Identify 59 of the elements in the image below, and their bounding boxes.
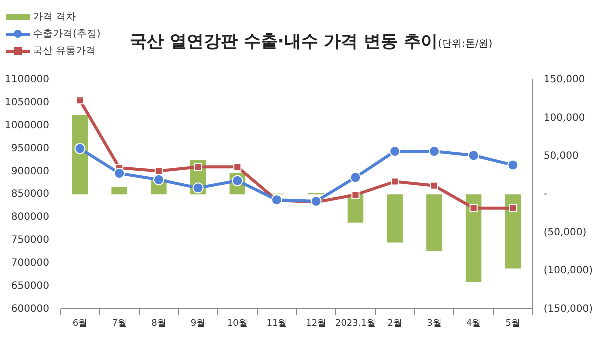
bar xyxy=(466,194,482,282)
y-tick-label: 650000 xyxy=(11,280,50,292)
point xyxy=(352,191,360,200)
bar xyxy=(505,194,522,269)
bar xyxy=(112,186,128,195)
y-tick-label: 700000 xyxy=(11,258,50,269)
point xyxy=(428,146,440,158)
x-tick-label: 3월 xyxy=(427,318,442,329)
y-tick-label: 1100000 xyxy=(4,74,50,86)
point xyxy=(194,163,202,172)
y2-tick-label: (50,000) xyxy=(544,227,587,238)
point xyxy=(74,143,86,154)
point xyxy=(114,168,126,180)
point xyxy=(468,150,480,162)
y-tick-label: 750000 xyxy=(11,235,50,246)
x-tick-label: 4월 xyxy=(466,318,482,329)
x-tick-label: 5월 xyxy=(506,318,521,329)
y2-tick-label: 150,000 xyxy=(544,74,586,86)
y2-tick-label: - xyxy=(544,189,548,200)
x-tick-label: 2023.1월 xyxy=(335,318,376,329)
legend-label: 국산 유통가격 xyxy=(33,44,96,58)
legend-label: 가격 격차 xyxy=(33,10,76,24)
y-tick-label: 600000 xyxy=(11,304,50,315)
point xyxy=(154,167,163,176)
x-tick-label: 9월 xyxy=(190,318,206,329)
x-tick-label: 7월 xyxy=(112,318,127,329)
x-tick-label: 10월 xyxy=(227,318,248,329)
point xyxy=(153,174,164,186)
point xyxy=(508,160,519,171)
point xyxy=(470,204,478,212)
y2-tick-label: 50,000 xyxy=(544,150,579,162)
bar xyxy=(426,194,442,252)
y2-tick-label: 100,000 xyxy=(544,112,586,124)
y-tick-label: 1000000 xyxy=(4,120,50,132)
y2-tick-label: (100,000) xyxy=(544,266,594,277)
x-tick-label: 12월 xyxy=(306,318,327,329)
x-tick-label: 11월 xyxy=(266,318,288,329)
y2-tick-label: (150,000) xyxy=(544,304,594,315)
legend-label: 수출가격(추정) xyxy=(33,28,101,40)
point xyxy=(390,146,401,158)
point xyxy=(509,204,518,212)
y-tick-label: 900000 xyxy=(11,166,50,178)
bar xyxy=(72,115,88,195)
bar xyxy=(387,194,403,243)
point xyxy=(430,182,438,190)
y-tick-label: 850000 xyxy=(11,189,50,200)
point xyxy=(310,196,322,207)
point xyxy=(76,96,84,105)
point xyxy=(350,172,362,184)
x-tick-label: 6월 xyxy=(72,318,88,329)
y-tick-label: 1050000 xyxy=(4,98,50,109)
y-tick-label: 950000 xyxy=(11,143,50,154)
x-tick-label: 2월 xyxy=(388,318,402,329)
point xyxy=(391,178,400,186)
point xyxy=(234,163,242,172)
y-tick-label: 800000 xyxy=(11,212,50,224)
x-tick-label: 8월 xyxy=(152,318,166,329)
chart-subtitle: (단위:톤/원) xyxy=(438,39,493,50)
point xyxy=(192,182,204,194)
